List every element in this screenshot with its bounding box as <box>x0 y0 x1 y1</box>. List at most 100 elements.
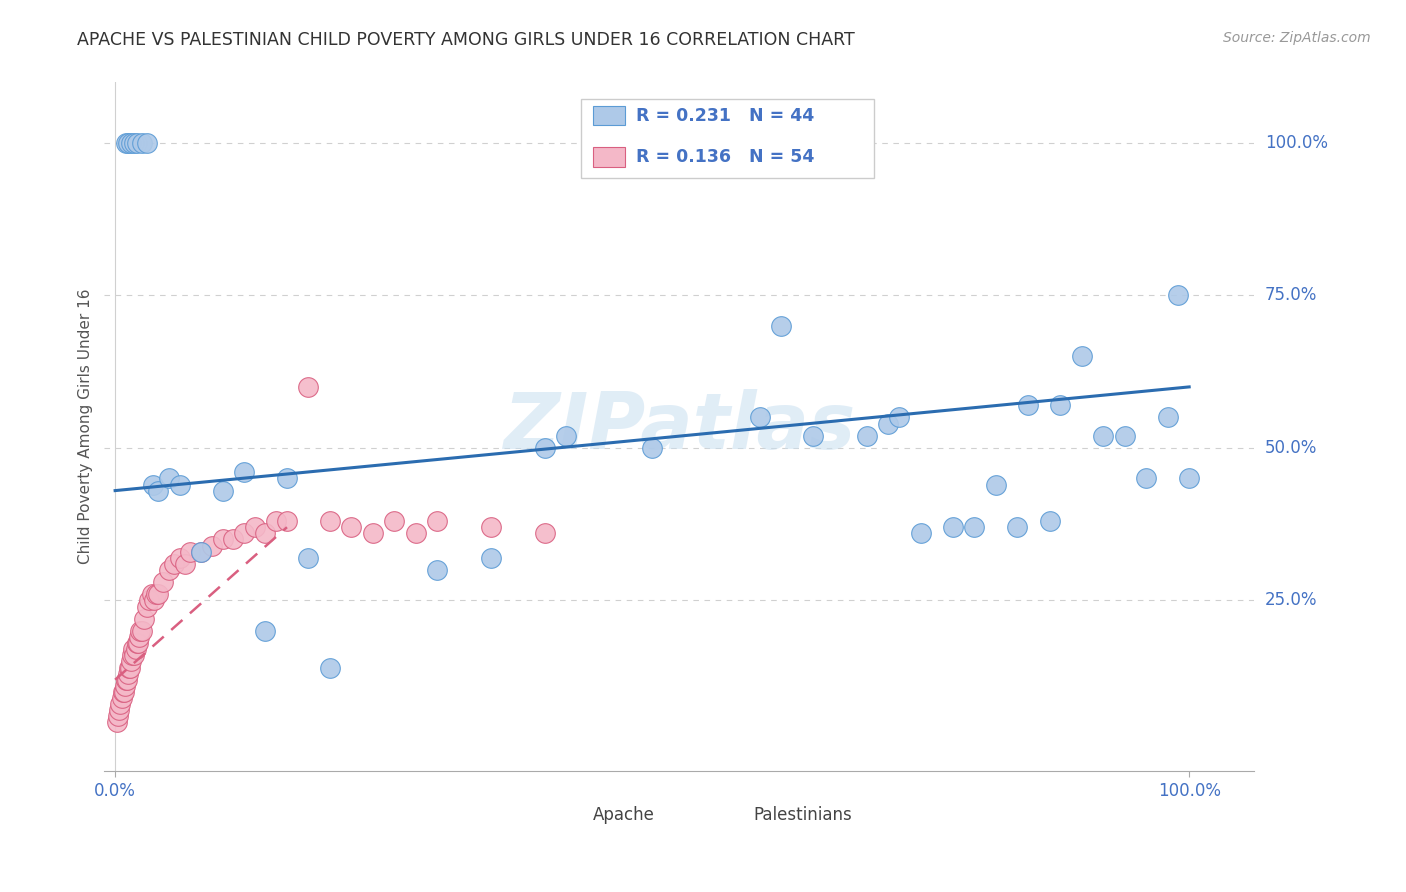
Bar <box>593 147 626 167</box>
Point <box>382 514 405 528</box>
Point <box>118 660 141 674</box>
Point <box>1157 410 1180 425</box>
Point <box>877 417 900 431</box>
Text: Source: ZipAtlas.com: Source: ZipAtlas.com <box>1223 31 1371 45</box>
Point <box>124 648 146 663</box>
Point <box>555 428 578 442</box>
Point <box>120 136 142 150</box>
Point <box>157 563 180 577</box>
Point <box>105 715 128 730</box>
Point <box>748 410 770 425</box>
Point <box>127 636 149 650</box>
Point <box>107 709 129 723</box>
Text: APACHE VS PALESTINIAN CHILD POVERTY AMONG GIRLS UNDER 16 CORRELATION CHART: APACHE VS PALESTINIAN CHILD POVERTY AMON… <box>77 31 855 49</box>
Point <box>942 520 965 534</box>
Point <box>117 666 139 681</box>
Point <box>264 514 287 528</box>
Bar <box>593 106 626 126</box>
Point <box>533 441 555 455</box>
Point <box>319 514 342 528</box>
Point <box>110 691 132 706</box>
Point <box>319 660 342 674</box>
Point <box>122 642 145 657</box>
Point <box>169 550 191 565</box>
Point <box>243 520 266 534</box>
Point <box>138 593 160 607</box>
Point <box>163 557 186 571</box>
Point <box>145 587 167 601</box>
Point <box>125 636 148 650</box>
Point <box>115 673 138 687</box>
Bar <box>720 808 745 823</box>
Text: 25.0%: 25.0% <box>1265 591 1317 609</box>
Point <box>128 624 150 638</box>
Point <box>889 410 911 425</box>
Point <box>963 520 986 534</box>
Text: Palestinians: Palestinians <box>754 805 852 823</box>
Point <box>146 587 169 601</box>
Point <box>276 514 298 528</box>
Point <box>174 557 197 571</box>
Point <box>136 136 159 150</box>
Point <box>115 673 138 687</box>
Point <box>222 533 245 547</box>
Text: 75.0%: 75.0% <box>1265 286 1317 304</box>
Point <box>121 648 143 663</box>
Text: 100.0%: 100.0% <box>1265 134 1327 152</box>
Point <box>115 136 138 150</box>
Point <box>142 477 165 491</box>
Point <box>1070 350 1092 364</box>
Point <box>910 526 932 541</box>
Point <box>142 593 165 607</box>
Point <box>426 563 449 577</box>
Point <box>120 660 142 674</box>
Y-axis label: Child Poverty Among Girls Under 16: Child Poverty Among Girls Under 16 <box>79 289 93 565</box>
Point <box>134 612 156 626</box>
Point <box>190 544 212 558</box>
Bar <box>558 808 583 823</box>
Point <box>276 471 298 485</box>
Point <box>533 526 555 541</box>
Point <box>641 441 664 455</box>
Point <box>152 575 174 590</box>
Point <box>157 471 180 485</box>
Point <box>1017 398 1039 412</box>
Point <box>111 685 134 699</box>
Point <box>146 483 169 498</box>
FancyBboxPatch shape <box>581 99 875 178</box>
Point <box>120 654 142 668</box>
Point <box>254 624 277 638</box>
Point <box>770 318 793 333</box>
Point <box>1114 428 1136 442</box>
Point <box>426 514 449 528</box>
Point <box>128 630 150 644</box>
Point <box>297 550 319 565</box>
Point <box>1007 520 1029 534</box>
Point <box>297 380 319 394</box>
Point <box>801 428 824 442</box>
Point <box>211 533 233 547</box>
Point <box>340 520 363 534</box>
Point <box>984 477 1007 491</box>
Point <box>405 526 427 541</box>
Point <box>1092 428 1115 442</box>
Point <box>1167 288 1189 302</box>
Point <box>1135 471 1157 485</box>
Point <box>1178 471 1201 485</box>
Point <box>233 526 256 541</box>
Text: Apache: Apache <box>593 805 655 823</box>
Point <box>136 599 159 614</box>
Point <box>141 587 163 601</box>
Point <box>211 483 233 498</box>
Point <box>856 428 879 442</box>
Point <box>233 465 256 479</box>
Text: 50.0%: 50.0% <box>1265 439 1317 457</box>
Point <box>125 136 148 150</box>
Point <box>131 136 153 150</box>
Text: ZIPatlas: ZIPatlas <box>503 389 855 465</box>
Point <box>112 685 135 699</box>
Point <box>114 679 136 693</box>
Point <box>110 697 132 711</box>
Point <box>169 477 191 491</box>
Point <box>190 544 212 558</box>
